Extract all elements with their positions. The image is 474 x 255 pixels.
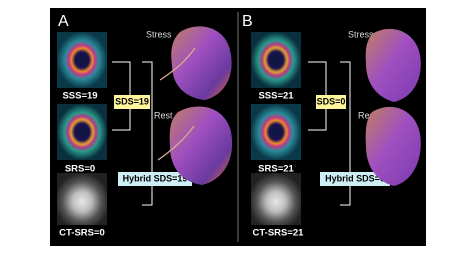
sds-box — [316, 95, 346, 109]
ct-image — [251, 173, 301, 225]
spect-stress — [251, 32, 301, 88]
sds-box — [114, 95, 150, 109]
hybrid-box — [320, 172, 390, 186]
panel-a: A SSS=19 SRS=0 CT-SRS=0 SDS=19 Hybrid SD… — [57, 13, 233, 239]
ct-label: CT-SRS=0 — [59, 228, 105, 239]
bracket — [142, 61, 153, 206]
spect-stress — [57, 32, 107, 88]
srs-label: SRS=21 — [258, 164, 294, 175]
hybrid-box — [118, 172, 192, 186]
stress-label: Stress — [348, 29, 374, 39]
stress-label: Stress — [146, 29, 172, 39]
spect-rest — [57, 104, 107, 160]
heart-rest — [365, 106, 421, 186]
bracket — [340, 61, 351, 206]
hybrid-label: Hybrid SDS=19 — [123, 173, 188, 183]
sss-label: SSS=21 — [258, 91, 294, 102]
panel-label: A — [58, 13, 69, 30]
ct-image — [57, 173, 107, 225]
sss-label: SSS=19 — [62, 91, 97, 102]
panel-label: B — [242, 13, 253, 30]
panel-b: B SSS=21 SRS=21 CT-SRS=21 SDS=0 Hybrid S… — [242, 13, 421, 239]
sds-label: SDS=19 — [115, 96, 149, 106]
spect-rest — [251, 104, 301, 160]
rest-label: Rest — [358, 110, 377, 120]
heart-stress — [365, 28, 421, 102]
vessel — [157, 125, 195, 161]
rest-label: Rest — [154, 110, 173, 120]
heart-stress — [171, 26, 232, 100]
srs-label: SRS=0 — [65, 164, 95, 175]
vessel — [159, 47, 196, 81]
sds-label: SDS=0 — [317, 96, 346, 106]
heart-rest — [169, 106, 233, 185]
ct-label: CT-SRS=21 — [253, 228, 305, 239]
hybrid-label: Hybrid SDS=0 — [325, 173, 385, 183]
